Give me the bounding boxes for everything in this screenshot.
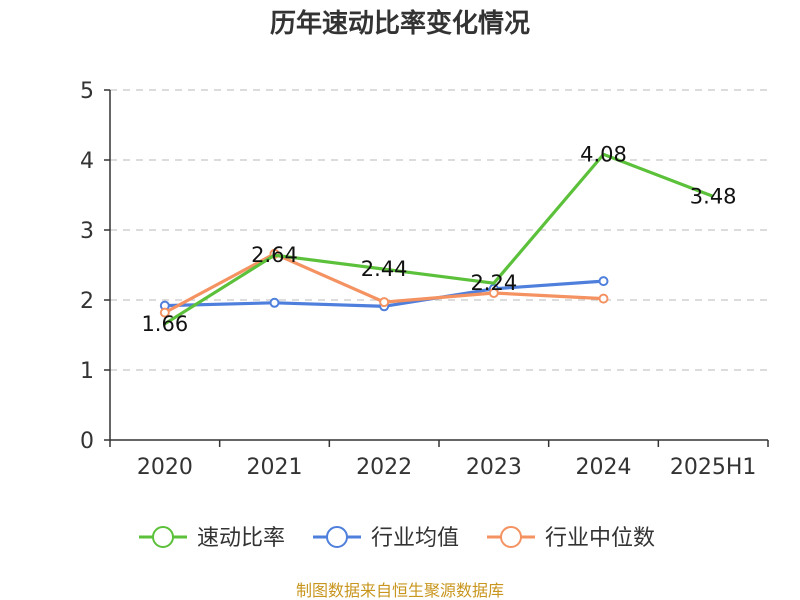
y-tick-label: 0 (80, 429, 94, 454)
data-point (488, 288, 499, 298)
legend-label: 速动比率 (197, 526, 285, 551)
data-point (159, 307, 170, 318)
x-tick-label: 2024 (576, 455, 632, 480)
x-tick-label: 2025H1 (670, 455, 757, 480)
y-tick-label: 1 (80, 359, 94, 384)
source-note: 制图数据来自恒生聚源数据库 (296, 581, 504, 600)
data-label: 2.64 (251, 243, 298, 267)
data-point (598, 293, 609, 304)
y-tick-label: 4 (80, 149, 94, 174)
data-label: 4.08 (580, 142, 627, 166)
legend: 速动比率 行业均值 行业中位数 (139, 526, 655, 551)
y-tick-label: 5 (80, 79, 94, 104)
x-tick-label: 2021 (247, 455, 303, 480)
x-tick-label: 2022 (356, 455, 412, 480)
x-tick-label: 2023 (466, 455, 522, 480)
x-tick-label: 2020 (137, 455, 193, 480)
legend-label: 行业中位数 (545, 526, 655, 551)
data-point (598, 276, 609, 287)
legend-marker (500, 526, 522, 548)
chart-title: 历年速动比率变化情况 (270, 8, 530, 39)
data-label: 2.24 (470, 271, 517, 295)
data-labels: 1.66 2.64 2.44 2.24 4.08 3.48 (141, 142, 736, 335)
data-point (269, 297, 280, 308)
data-label: 3.48 (690, 184, 737, 208)
legend-label: 行业均值 (371, 526, 459, 551)
y-tick-label: 3 (80, 219, 94, 244)
legend-marker (152, 526, 174, 548)
axes: 0 1 2 3 4 5 2020 2021 2022 2023 2024 2025H1 (80, 79, 769, 480)
y-tick-label: 2 (80, 289, 94, 314)
series-lines (159, 152, 714, 326)
series-line (163, 152, 714, 326)
data-label: 1.66 (141, 312, 188, 336)
grid-lines (110, 89, 768, 371)
legend-marker (326, 526, 348, 548)
data-point (379, 297, 390, 308)
data-label: 2.44 (361, 257, 408, 281)
